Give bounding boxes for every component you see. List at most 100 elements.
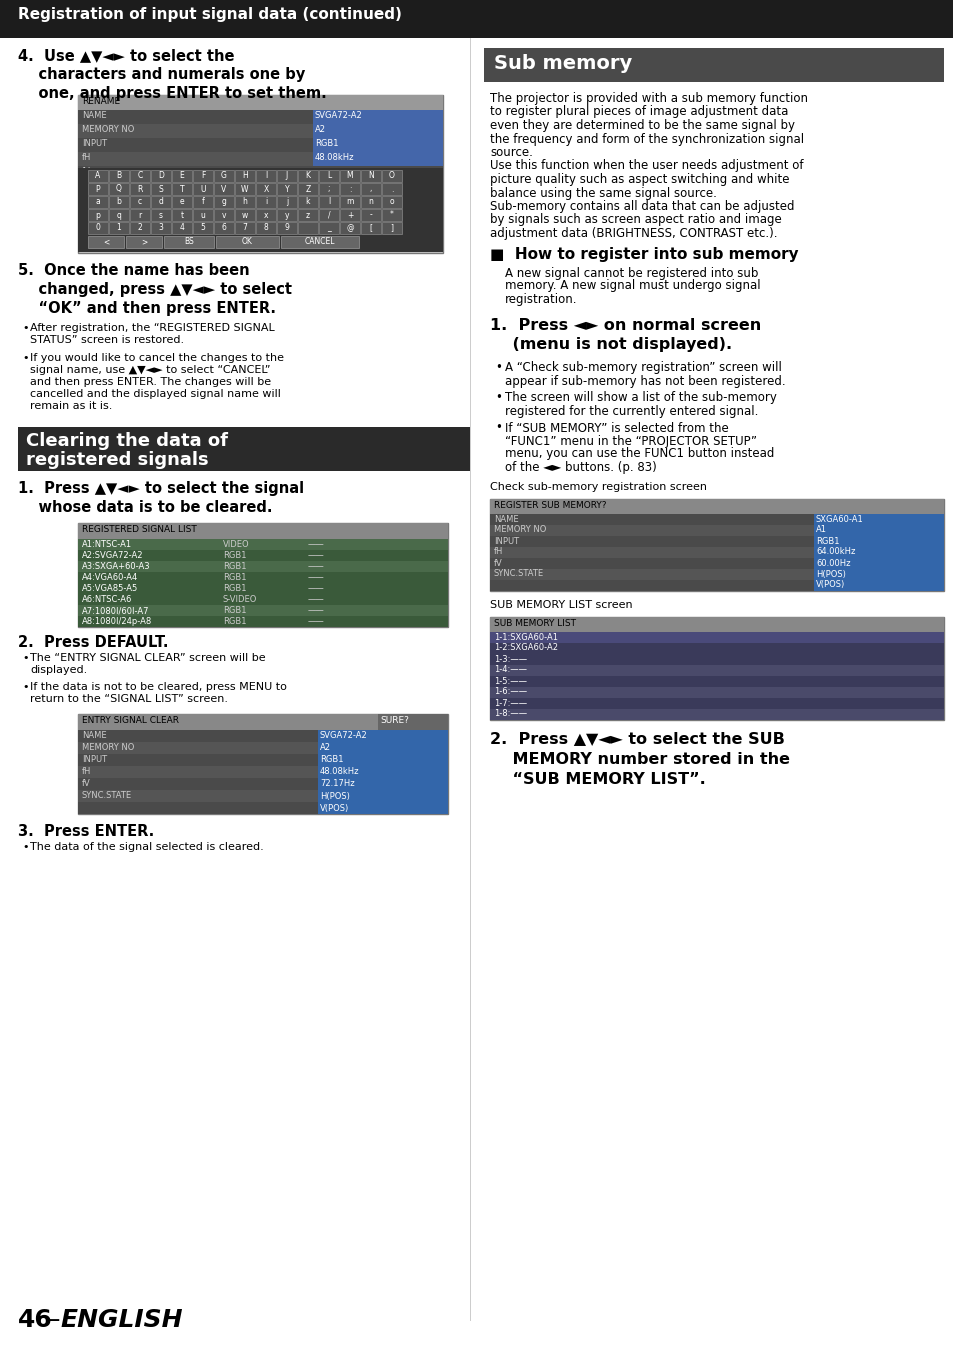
- Text: >: >: [141, 238, 147, 247]
- Bar: [130, 184, 150, 194]
- Text: Y: Y: [284, 185, 289, 193]
- Text: to register plural pieces of image adjustment data: to register plural pieces of image adjus…: [490, 105, 787, 119]
- Bar: [151, 170, 171, 182]
- Text: A8:1080I/24p-A8: A8:1080I/24p-A8: [82, 617, 152, 626]
- Text: 2.  Press DEFAULT.: 2. Press DEFAULT.: [18, 634, 169, 649]
- Text: CANCEL: CANCEL: [304, 238, 335, 247]
- Text: fV: fV: [82, 779, 91, 788]
- Text: A1: A1: [815, 525, 826, 535]
- Text: 8: 8: [263, 224, 268, 232]
- Text: 0: 0: [95, 224, 100, 232]
- Bar: [78, 765, 448, 778]
- Bar: [318, 209, 338, 221]
- Bar: [255, 196, 275, 208]
- Text: ;: ;: [328, 185, 330, 193]
- Bar: [490, 617, 943, 632]
- Text: A “Check sub-memory registration” screen will: A “Check sub-memory registration” screen…: [504, 362, 781, 374]
- Bar: [318, 221, 338, 234]
- Bar: [234, 184, 254, 194]
- Text: cancelled and the displayed signal name will: cancelled and the displayed signal name …: [30, 389, 280, 400]
- Text: –: –: [48, 1308, 60, 1332]
- Text: source.: source.: [490, 146, 533, 159]
- Text: RGB1: RGB1: [319, 756, 343, 764]
- Bar: [78, 583, 448, 594]
- Bar: [193, 184, 213, 194]
- Bar: [276, 196, 296, 208]
- Text: -: -: [369, 211, 372, 220]
- Text: registration.: registration.: [504, 293, 577, 305]
- Bar: [78, 562, 448, 572]
- Text: 2.  Press ▲▼◄► to select the SUB: 2. Press ▲▼◄► to select the SUB: [490, 732, 784, 747]
- Bar: [317, 790, 448, 802]
- Text: i: i: [265, 197, 267, 207]
- Bar: [360, 170, 380, 182]
- Bar: [490, 698, 943, 709]
- Text: REGISTERED SIGNAL LIST: REGISTERED SIGNAL LIST: [82, 525, 196, 535]
- Text: ——: ——: [308, 585, 324, 593]
- Text: U: U: [200, 185, 206, 193]
- Text: whose data is to be cleared.: whose data is to be cleared.: [18, 500, 273, 514]
- Text: fH: fH: [82, 153, 91, 162]
- Bar: [276, 221, 296, 234]
- Bar: [255, 170, 275, 182]
- Bar: [213, 170, 233, 182]
- Bar: [78, 755, 448, 765]
- Bar: [339, 221, 359, 234]
- Text: a: a: [95, 197, 100, 207]
- Text: j: j: [286, 197, 288, 207]
- Bar: [317, 765, 448, 778]
- Bar: [78, 539, 448, 549]
- Text: remain as it is.: remain as it is.: [30, 401, 112, 410]
- Text: SXGA60-A1: SXGA60-A1: [815, 514, 862, 524]
- Bar: [490, 687, 943, 698]
- Bar: [88, 209, 108, 221]
- Text: z: z: [306, 211, 310, 220]
- Text: 4.  Use ▲▼◄► to select the: 4. Use ▲▼◄► to select the: [18, 49, 234, 63]
- Text: SURE?: SURE?: [379, 716, 409, 725]
- Text: 1.  Press ◄► on normal screen: 1. Press ◄► on normal screen: [490, 317, 760, 332]
- Text: ENTRY SIGNAL CLEAR: ENTRY SIGNAL CLEAR: [82, 716, 179, 725]
- Text: F: F: [200, 171, 205, 181]
- Text: fH: fH: [82, 768, 91, 776]
- Text: A new signal cannot be registered into sub: A new signal cannot be registered into s…: [504, 266, 758, 279]
- Text: 3: 3: [158, 224, 163, 232]
- Text: O: O: [389, 171, 395, 181]
- Text: SYNC.STATE: SYNC.STATE: [82, 791, 132, 801]
- Bar: [213, 209, 233, 221]
- Text: 1-7:——: 1-7:——: [494, 698, 527, 707]
- Text: 1-6:——: 1-6:——: [494, 687, 527, 697]
- Text: V(POS): V(POS): [815, 580, 844, 590]
- Text: SYNC.STATE: SYNC.STATE: [82, 181, 132, 190]
- Text: ——: ——: [308, 606, 324, 616]
- Text: L: L: [327, 171, 331, 181]
- Text: m: m: [346, 197, 354, 207]
- Text: NAME: NAME: [82, 111, 107, 120]
- Text: A7:1080I/60I-A7: A7:1080I/60I-A7: [82, 606, 150, 616]
- Text: R: R: [137, 185, 143, 193]
- Bar: [339, 170, 359, 182]
- Bar: [490, 643, 943, 653]
- Bar: [276, 209, 296, 221]
- Text: 1: 1: [116, 224, 121, 232]
- Bar: [130, 209, 150, 221]
- Text: RGB1: RGB1: [223, 562, 246, 571]
- Text: RGB1: RGB1: [223, 606, 246, 616]
- Bar: [78, 714, 448, 730]
- Text: •: •: [22, 682, 29, 693]
- Bar: [109, 221, 129, 234]
- Bar: [381, 170, 401, 182]
- Bar: [151, 209, 171, 221]
- Bar: [88, 221, 108, 234]
- Bar: [215, 236, 278, 248]
- Bar: [490, 513, 943, 525]
- Text: B: B: [116, 171, 121, 181]
- Text: VIDEO: VIDEO: [223, 540, 250, 549]
- Bar: [78, 167, 442, 252]
- Bar: [78, 790, 448, 802]
- Text: (menu is not displayed).: (menu is not displayed).: [490, 338, 731, 352]
- Bar: [213, 221, 233, 234]
- Text: I: I: [265, 171, 267, 181]
- Text: RGB1: RGB1: [314, 139, 338, 148]
- Bar: [78, 138, 442, 153]
- Text: n: n: [368, 197, 373, 207]
